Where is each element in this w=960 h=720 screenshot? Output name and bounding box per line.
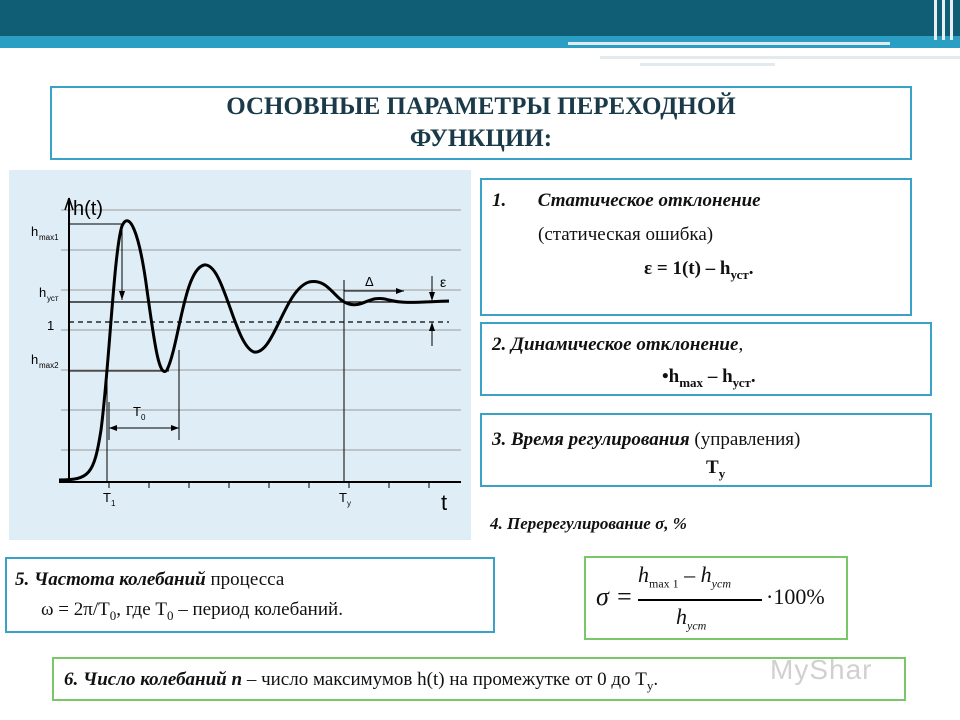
- dynamic-deviation-formula: •hmax – hуст.: [662, 366, 756, 391]
- dynamic-deviation-title: 2. Динамическое отклонение: [492, 334, 739, 355]
- formula-sub: уст: [730, 266, 749, 282]
- oscillation-frequency-title: 5. Частота колебаний: [15, 569, 206, 590]
- top-banner-accent: [0, 36, 960, 48]
- dynamic-deviation-heading: 2. Динамическое отклонение,: [492, 334, 743, 356]
- hmax2-sub: max2: [39, 361, 59, 370]
- top-banner: [0, 0, 960, 36]
- formula-text: h: [676, 604, 687, 629]
- dynamic-deviation-box: 2. Динамическое отклонение, •hmax – hуст…: [480, 322, 932, 396]
- regulation-time-heading: 3. Время регулирования (управления): [492, 429, 800, 451]
- regulation-time-symbol: Tу: [706, 457, 725, 482]
- y-axis-arrow: [64, 197, 70, 211]
- page-title: ОСНОВНЫЕ ПАРАМЕТРЫ ПЕРЕХОДНОЙ ФУНКЦИИ:: [226, 93, 736, 152]
- static-deviation-sub: (статическая ошибка): [538, 224, 714, 245]
- formula-text: – h: [703, 366, 733, 387]
- eps-label: ε: [440, 274, 446, 290]
- oscillation-frequency-heading: 5. Частота колебаний процесса: [15, 569, 284, 591]
- x-axis-label: t: [441, 490, 447, 515]
- formula-sub: уст: [687, 618, 707, 633]
- formula-sub: у: [646, 677, 654, 693]
- static-deviation-formula: ε = 1(t) – hуст.: [644, 258, 754, 283]
- T0-arrow-head: [171, 425, 179, 431]
- formula-sub: max 1: [649, 576, 679, 591]
- formula-end: .: [748, 258, 754, 279]
- T1-sub: 1: [111, 499, 116, 508]
- formula-sub: max: [679, 374, 704, 390]
- formula-text: –: [678, 562, 701, 587]
- oscillation-frequency-box: 5. Частота колебаний процесса ω = 2π/T0,…: [5, 557, 495, 633]
- one-label: 1: [47, 318, 54, 333]
- watermark-logo: MyShar: [770, 654, 873, 685]
- regulation-time-box: 3. Время регулирования (управления) Tу: [480, 413, 932, 487]
- hust-label: h: [39, 285, 46, 300]
- hmax1-label: h: [31, 224, 38, 239]
- regulation-time-title: 3. Время регулирования: [492, 429, 690, 450]
- decor-vstripe: [934, 0, 937, 40]
- Ty-sub: у: [347, 499, 351, 508]
- graph-panel: h(t) t h max1 h уст 1 h max2 T 0 T 1 T у…: [9, 170, 471, 540]
- overshoot-item: 4. Перерегулирование σ, %: [490, 514, 687, 533]
- decor-stripe: [600, 56, 960, 59]
- oscillation-count-title: 6. Число колебаний n: [64, 669, 243, 690]
- oscillation-frequency-rest: процесса: [205, 569, 285, 590]
- formula-sub: 0: [109, 607, 117, 623]
- formula-text: •h: [662, 366, 680, 387]
- static-deviation-title: Статическое отклонение: [537, 190, 761, 211]
- overshoot-formula-box: σ = hmax 1 – hуст hуст ·100%: [584, 556, 848, 640]
- regulation-time-rest: (управления): [689, 429, 801, 450]
- formula-sub: уст: [711, 576, 731, 591]
- formula-end: .: [653, 669, 659, 690]
- y-axis-label: h(t): [73, 198, 103, 220]
- y-axis-arrow: [68, 197, 74, 211]
- comma: ,: [738, 334, 744, 355]
- T0-label: T: [133, 404, 141, 419]
- formula-text: ω = 2π/T: [41, 599, 110, 620]
- formula-sub: уст: [732, 374, 751, 390]
- static-deviation-heading: 1. Статическое отклонение: [492, 190, 761, 212]
- formula-text: – период колебаний.: [173, 599, 343, 620]
- formula-text: ε = 1(t) – h: [644, 258, 731, 279]
- oscillation-frequency-formula: ω = 2π/T0, где T0 – период колебаний.: [41, 599, 343, 624]
- eps-arrow-head: [429, 322, 435, 331]
- formula-text: , где T: [116, 599, 168, 620]
- item-number: 1.: [492, 190, 507, 211]
- hmax2-label: h: [31, 352, 38, 367]
- formula-denominator: hуст: [676, 604, 706, 633]
- transient-response-graph: h(t) t h max1 h уст 1 h max2 T 0 T 1 T у…: [31, 197, 461, 515]
- oscillation-count-text: 6. Число колебаний n – число максимумов …: [64, 669, 658, 694]
- decor-stripe: [640, 63, 775, 66]
- T1-label: T: [103, 490, 111, 505]
- T0-sub: 0: [141, 413, 146, 422]
- fraction-bar: [638, 599, 762, 601]
- formula-text: h: [700, 562, 712, 587]
- delta-arrow-head: [396, 288, 404, 294]
- sigma-symbol: σ =: [596, 582, 633, 611]
- decor-vstripe: [950, 0, 953, 40]
- formula-text: h: [638, 562, 649, 587]
- formula-multiplier: ·100%: [766, 584, 825, 609]
- decor-vstripe: [942, 0, 945, 40]
- title-box: ОСНОВНЫЕ ПАРАМЕТРЫ ПЕРЕХОДНОЙ ФУНКЦИИ:: [50, 86, 912, 160]
- oscillation-count-rest: – число максимумов h(t) на промежутке от…: [242, 669, 647, 690]
- decor-stripe: [568, 42, 890, 45]
- formula-numerator: hmax 1 – hуст: [638, 562, 731, 591]
- formula-sub: у: [718, 465, 726, 481]
- formula-text: T: [706, 457, 719, 478]
- static-deviation-box: 1. Статическое отклонение (статическая о…: [480, 178, 912, 316]
- delta-label: Δ: [365, 274, 374, 289]
- oscillation-count-box: 6. Число колебаний n – число максимумов …: [52, 657, 906, 701]
- Ty-label: T: [339, 490, 347, 505]
- hmax1-sub: max1: [39, 233, 59, 242]
- dyn-arrow-head: [119, 291, 125, 300]
- hust-sub: уст: [47, 294, 59, 303]
- formula-sub: 0: [167, 607, 174, 623]
- response-curve: [58, 219, 450, 482]
- eps-arrow-head: [429, 292, 435, 301]
- formula-end: .: [750, 366, 756, 387]
- T0-arrow-head: [109, 425, 117, 431]
